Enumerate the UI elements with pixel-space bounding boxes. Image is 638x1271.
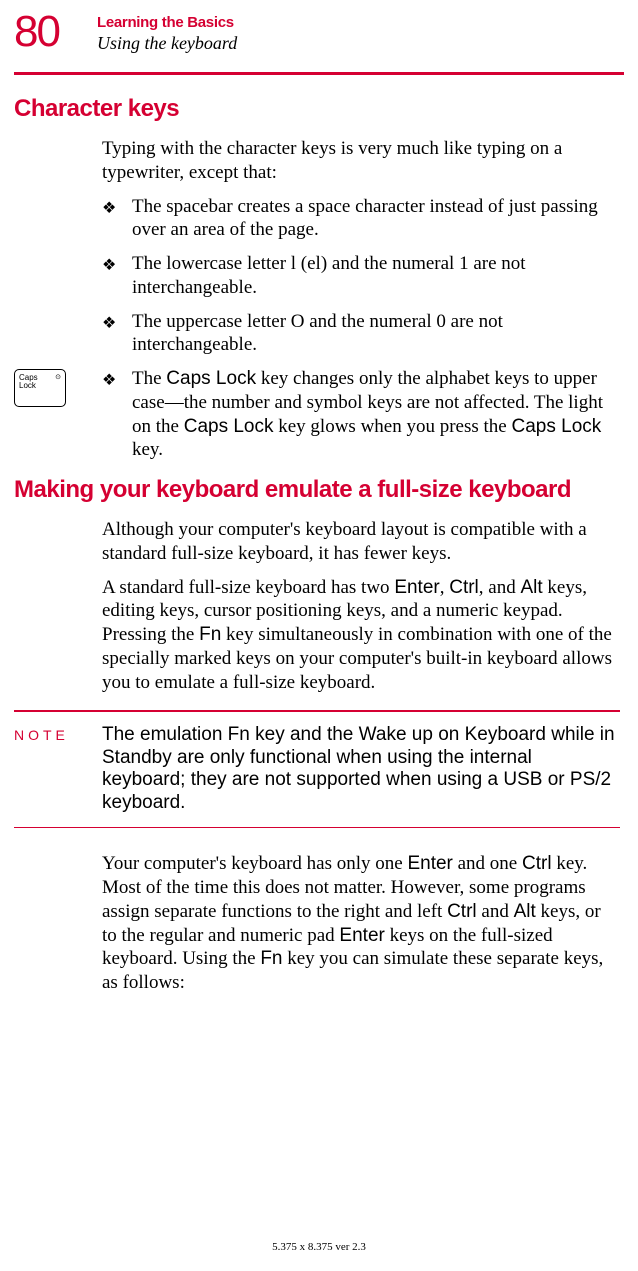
bullet-icon: ❖ xyxy=(102,252,132,300)
note-block: NOTE The emulation Fn key and the Wake u… xyxy=(0,724,638,815)
para: A standard full-size keyboard has two En… xyxy=(102,576,620,695)
page-number: 80 xyxy=(14,10,59,54)
key-name: Enter xyxy=(394,577,439,598)
bullet-icon: ❖ xyxy=(102,195,132,243)
key-name: Alt xyxy=(520,577,542,598)
caps-lock-key-label: Caps Lock xyxy=(19,373,38,390)
page-header: 80 Learning the Basics Using the keyboar… xyxy=(0,0,638,54)
caps-lock-led-icon: ⊙ xyxy=(55,374,61,381)
note-text: The emulation Fn key and the Wake up on … xyxy=(102,724,620,815)
key-name: Alt xyxy=(514,901,536,922)
text-run: key glows when you press the xyxy=(274,416,512,437)
header-rule xyxy=(14,72,624,75)
key-name: Enter xyxy=(407,853,452,874)
bullet-icon: ❖ xyxy=(102,310,132,358)
text-run: , xyxy=(440,577,450,598)
bullet-item: Caps Lock ⊙ ❖ The Caps Lock key changes … xyxy=(0,367,638,462)
key-name: Enter xyxy=(339,925,384,946)
key-name: Caps Lock xyxy=(184,416,274,437)
bullet-icon: ❖ xyxy=(102,367,132,462)
note-rule-top xyxy=(14,710,620,712)
text-run: , and xyxy=(479,577,521,598)
key-name: Fn xyxy=(199,624,221,645)
body-block: Your computer's keyboard has only one En… xyxy=(0,852,638,995)
key-name: Ctrl xyxy=(447,901,477,922)
body-block: Although your computer's keyboard layout… xyxy=(0,518,638,694)
text-run: The xyxy=(132,368,166,389)
bullet-text: The uppercase letter O and the numeral 0… xyxy=(132,310,620,358)
para: Although your computer's keyboard layout… xyxy=(102,518,620,566)
bullet-text: The spacebar creates a space character i… xyxy=(132,195,620,243)
header-text: Learning the Basics Using the keyboard xyxy=(97,10,237,54)
para: Your computer's keyboard has only one En… xyxy=(102,852,620,995)
bullet-text: The lowercase letter l (el) and the nume… xyxy=(132,252,620,300)
footer-text: 5.375 x 8.375 ver 2.3 xyxy=(0,1241,638,1253)
key-name: Caps Lock xyxy=(166,368,256,389)
text-run: A standard full-size keyboard has two xyxy=(102,577,394,598)
key-name: Caps Lock xyxy=(512,416,602,437)
key-name: Ctrl xyxy=(449,577,479,598)
bullet-item: ❖ The uppercase letter O and the numeral… xyxy=(0,310,638,358)
caps-lock-key-icon: Caps Lock ⊙ xyxy=(14,369,66,407)
key-name: Ctrl xyxy=(522,853,552,874)
text-run: Your computer's keyboard has only one xyxy=(102,853,407,874)
heading-character-keys: Character keys xyxy=(0,95,638,123)
intro-text: Typing with the character keys is very m… xyxy=(102,137,620,185)
heading-emulate-keyboard: Making your keyboard emulate a full-size… xyxy=(0,476,638,504)
text-run: key. xyxy=(132,439,163,460)
note-label: NOTE xyxy=(14,724,102,815)
bullet-item: ❖ The lowercase letter l (el) and the nu… xyxy=(0,252,638,300)
intro-block: Typing with the character keys is very m… xyxy=(0,137,638,185)
text-run: and one xyxy=(453,853,522,874)
section-name: Using the keyboard xyxy=(97,33,237,54)
chapter-title: Learning the Basics xyxy=(97,14,237,31)
bullet-text: The Caps Lock key changes only the alpha… xyxy=(132,367,620,462)
note-rule-bottom xyxy=(14,827,620,829)
key-name: Fn xyxy=(260,948,282,969)
text-run: and xyxy=(477,901,514,922)
bullet-item: ❖ The spacebar creates a space character… xyxy=(0,195,638,243)
